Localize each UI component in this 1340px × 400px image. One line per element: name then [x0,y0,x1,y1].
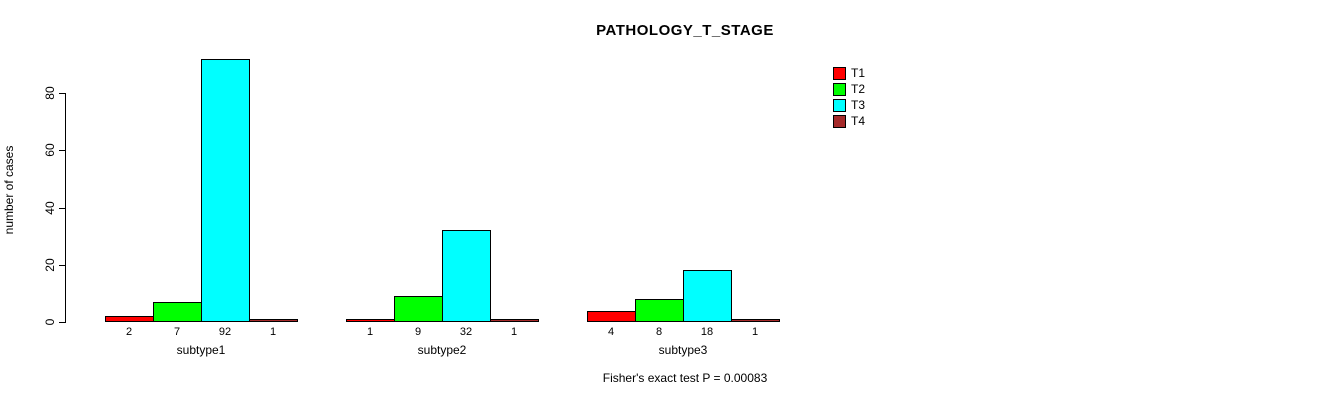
bar [249,319,298,322]
bar-value-label: 32 [459,326,473,338]
bar-value-label: 7 [173,326,181,338]
bar [731,319,780,322]
category-label: subtype1 [176,343,226,357]
bar-value-label: 9 [414,326,422,338]
bar-value-label: 4 [607,326,615,338]
y-tick-label: 40 [43,201,57,215]
legend: T1 T2 T3 T4 [833,66,865,130]
legend-label: T1 [851,66,866,80]
y-tick [59,150,65,151]
y-tick-label: 80 [43,86,57,100]
y-tick [59,93,65,94]
y-tick [59,322,65,323]
legend-label: T3 [851,98,866,112]
legend-item: T4 [833,114,865,128]
bar [153,302,202,322]
bar [105,316,154,322]
y-tick [59,265,65,266]
bar-value-label: 92 [218,326,232,338]
category-label: subtype3 [658,343,708,357]
bar [346,319,395,322]
bar [635,299,684,322]
bar-value-label: 18 [700,326,714,338]
bar [201,59,250,322]
y-tick-label: 20 [43,258,57,272]
chart-title: PATHOLOGY_T_STAGE [596,22,774,39]
bar-value-label: 1 [751,326,759,338]
legend-item: T1 [833,66,865,80]
bar-value-label: 1 [510,326,518,338]
bar-value-label: 1 [366,326,374,338]
legend-item: T3 [833,98,865,112]
y-axis-label: number of cases [2,145,16,235]
y-tick-label: 60 [43,143,57,157]
legend-item: T2 [833,82,865,96]
bar [587,311,636,322]
legend-swatch [833,98,846,112]
legend-swatch [833,66,846,80]
legend-swatch [833,114,846,128]
bar [490,319,539,322]
y-tick-label: 0 [43,318,57,326]
legend-label: T2 [851,82,866,96]
legend-swatch [833,82,846,96]
bar-value-label: 8 [655,326,663,338]
bar [683,270,732,322]
bar-value-label: 2 [125,326,133,338]
y-axis-line [65,93,66,323]
legend-label: T4 [851,114,866,128]
bar [442,230,491,322]
bar-value-label: 1 [269,326,277,338]
bar [394,296,443,322]
y-tick [59,208,65,209]
footer-annotation: Fisher's exact test P = 0.00083 [602,371,768,385]
category-label: subtype2 [417,343,467,357]
